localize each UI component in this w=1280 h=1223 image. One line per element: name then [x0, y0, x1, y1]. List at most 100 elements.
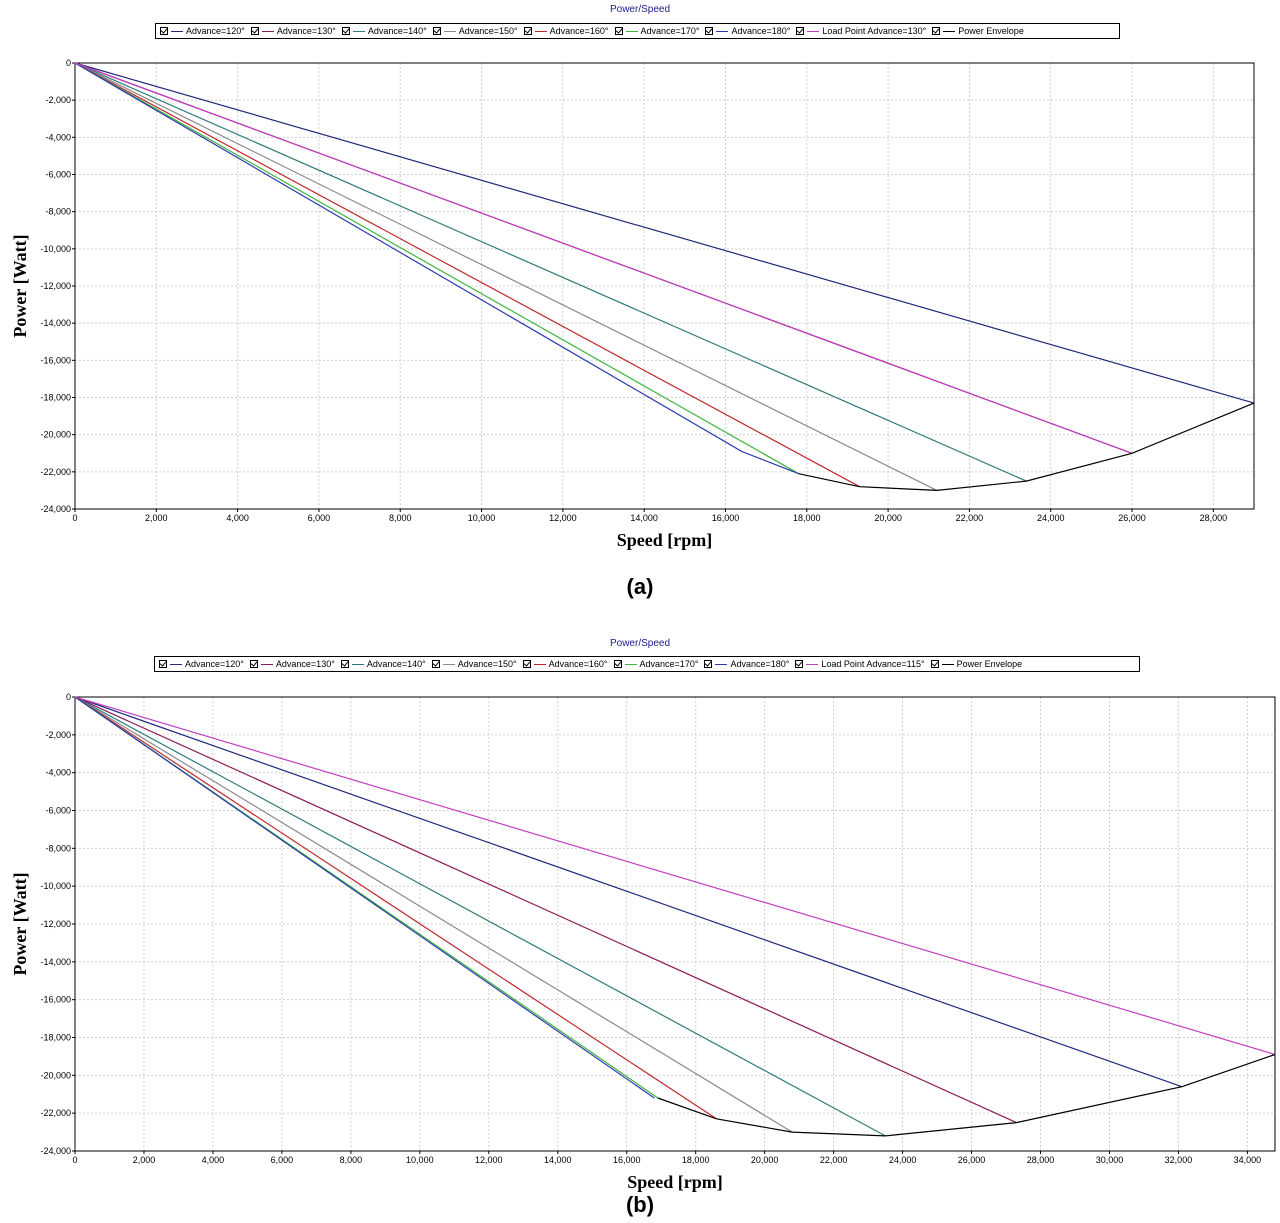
chart-b-legend-item-1[interactable]: Advance=130°: [249, 659, 335, 669]
chart-b-series-8: [657, 1053, 1276, 1137]
chart-b-legend-item-8[interactable]: Power Envelope: [930, 659, 1023, 669]
legend-checkbox[interactable]: [431, 660, 440, 668]
legend-checkbox[interactable]: [522, 660, 531, 668]
chart-b-xtick-label-5: 10,000: [406, 1155, 434, 1165]
chart-a-legend-item-7[interactable]: Load Point Advance=130°: [796, 26, 926, 36]
legend-checkbox[interactable]: [704, 660, 713, 668]
legend-checkbox[interactable]: [932, 27, 941, 35]
chart-b-legend-item-7[interactable]: Load Point Advance=115°: [795, 659, 925, 669]
legend-checkbox[interactable]: [340, 660, 349, 668]
chart-b-xtick-label-9: 18,000: [682, 1155, 710, 1165]
chart-b-xtick-label-12: 24,000: [889, 1155, 917, 1165]
chart-b-xtick-label-14: 28,000: [1027, 1155, 1055, 1165]
legend-checkbox[interactable]: [795, 660, 804, 668]
chart-a-ytick-label-8: -16,000: [40, 355, 71, 365]
chart-a-ytick-label-4: -8,000: [45, 207, 71, 217]
legend-checkbox[interactable]: [249, 660, 258, 668]
chart-b-series-0: [74, 696, 1183, 1088]
legend-checkbox[interactable]: [796, 27, 805, 35]
chart-a-x-axis-title: Speed [rpm]: [617, 530, 713, 550]
legend-checkbox[interactable]: [432, 27, 441, 35]
chart-a-legend-item-0[interactable]: Advance=120°: [160, 26, 245, 36]
legend-label: Advance=180°: [730, 659, 790, 669]
legend-label: Advance=150°: [458, 26, 518, 36]
chart-b-xtick-label-16: 32,000: [1165, 1155, 1193, 1165]
chart-a-legend-item-5[interactable]: Advance=170°: [614, 26, 699, 36]
legend-label: Advance=160°: [549, 26, 609, 36]
legend-swatch: [806, 663, 819, 665]
legend-swatch: [170, 663, 182, 665]
legend-checkbox[interactable]: [930, 660, 939, 668]
chart-a-panel-label: (a): [626, 574, 654, 599]
chart-b-xtick-label-7: 14,000: [544, 1155, 572, 1165]
legend-checkbox[interactable]: [159, 660, 167, 668]
chart-b-series-3: [74, 696, 793, 1133]
chart-b-legend-item-5[interactable]: Advance=170°: [613, 659, 699, 669]
legend-checkbox[interactable]: [705, 27, 714, 35]
chart-b-legend-item-4[interactable]: Advance=160°: [522, 659, 608, 669]
chart-b-ytick-label-1: -2,000: [45, 730, 71, 740]
chart-a-series-5: [74, 62, 799, 475]
legend-swatch: [624, 663, 637, 665]
chart-a-ytick-label-1: -2,000: [45, 95, 71, 105]
chart-b-ytick-label-6: -12,000: [40, 919, 71, 929]
legend-swatch: [260, 663, 273, 665]
chart-a-y-axis-title: Power [Watt]: [10, 234, 30, 337]
chart-a-xtick-label-5: 10,000: [468, 513, 496, 523]
chart-b-ytick-label-3: -6,000: [45, 806, 71, 816]
legend-checkbox[interactable]: [160, 27, 168, 35]
legend-label: Power Envelope: [956, 659, 1023, 669]
chart-a-title: Power/Speed: [609, 4, 671, 15]
legend-checkbox[interactable]: [523, 27, 532, 35]
legend-label: Advance=140°: [366, 659, 426, 669]
legend-label: Load Point Advance=130°: [822, 26, 927, 36]
chart-a-ytick-label-5: -10,000: [40, 244, 71, 254]
legend-checkbox[interactable]: [250, 27, 259, 35]
chart-b-xtick-label-3: 6,000: [271, 1155, 294, 1165]
legend-label: Advance=170°: [639, 659, 699, 669]
legend-swatch: [443, 30, 456, 32]
legend-swatch: [943, 30, 956, 32]
legend-swatch: [352, 30, 365, 32]
chart-a-xtick-label-13: 26,000: [1118, 513, 1146, 523]
chart-b-ytick-label-8: -16,000: [40, 995, 71, 1005]
chart-b-series-2: [74, 696, 886, 1137]
chart-a-xtick-label-8: 16,000: [712, 513, 740, 523]
chart-a-legend-item-1[interactable]: Advance=130°: [250, 26, 336, 36]
chart-b-xtick-label-0: 0: [72, 1155, 77, 1165]
chart-b-xtick-label-2: 4,000: [202, 1155, 225, 1165]
legend-checkbox[interactable]: [341, 27, 350, 35]
legend-swatch: [625, 30, 638, 32]
legend-swatch: [715, 663, 728, 665]
chart-a-series-7: [74, 62, 1133, 454]
chart-b-legend-item-3[interactable]: Advance=150°: [431, 659, 517, 669]
chart-b-ytick-label-2: -4,000: [45, 768, 71, 778]
chart-a-xtick-label-3: 6,000: [308, 513, 331, 523]
chart-a-series-3: [74, 62, 938, 491]
chart-a-ytick-label-7: -14,000: [40, 318, 71, 328]
chart-a-ytick-label-3: -6,000: [45, 170, 71, 180]
chart-b-ytick-label-0: 0: [66, 692, 71, 702]
chart-b-ytick-label-10: -20,000: [40, 1070, 71, 1080]
legend-swatch: [716, 30, 729, 32]
legend-label: Advance=150°: [457, 659, 517, 669]
chart-a-legend-item-4[interactable]: Advance=160°: [523, 26, 609, 36]
legend-label: Load Point Advance=115°: [821, 659, 925, 669]
chart-b-legend-item-2[interactable]: Advance=140°: [340, 659, 426, 669]
chart-a-legend-item-2[interactable]: Advance=140°: [341, 26, 427, 36]
chart-a-legend-item-6[interactable]: Advance=180°: [705, 26, 790, 36]
chart-b-legend: Advance=120° Advance=130° Advance=140° Adva…: [154, 656, 1140, 672]
chart-a-series-4: [74, 62, 860, 488]
legend-checkbox[interactable]: [614, 27, 623, 35]
chart-a-legend-item-3[interactable]: Advance=150°: [432, 26, 518, 36]
chart-b-legend-item-0[interactable]: Advance=120°: [159, 659, 244, 669]
legend-swatch: [171, 30, 183, 32]
legend-swatch: [533, 663, 546, 665]
legend-swatch: [534, 30, 547, 32]
chart-b-legend-item-6[interactable]: Advance=180°: [704, 659, 789, 669]
chart-b-x-axis-title: Speed [rpm]: [627, 1172, 723, 1192]
legend-checkbox[interactable]: [613, 660, 622, 668]
chart-a-legend-item-8[interactable]: Power Envelope: [932, 26, 1024, 36]
chart-a-xtick-label-2: 4,000: [226, 513, 249, 523]
chart-b-xtick-label-15: 30,000: [1096, 1155, 1124, 1165]
